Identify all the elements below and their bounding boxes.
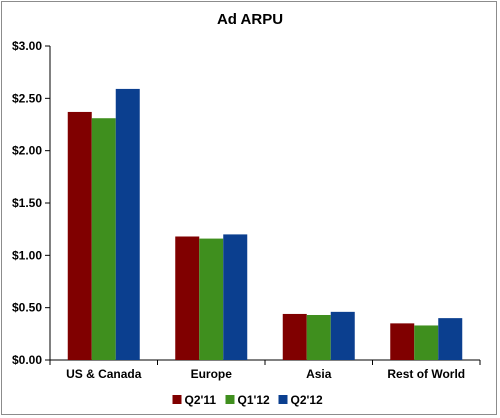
bar xyxy=(282,313,307,360)
y-tick-label: $2.00 xyxy=(12,144,42,158)
bar xyxy=(67,111,92,360)
y-tick-label: $2.50 xyxy=(12,91,42,105)
legend-swatch xyxy=(225,395,235,404)
legend-label: Q1'12 xyxy=(238,393,271,407)
bar xyxy=(115,88,140,360)
bar xyxy=(223,234,248,360)
bar xyxy=(199,238,224,360)
bar xyxy=(390,323,415,360)
legend-label: Q2'12 xyxy=(291,393,324,407)
legend-swatch xyxy=(278,395,288,404)
y-tick-label: $3.00 xyxy=(12,39,42,53)
y-tick-label: $0.50 xyxy=(12,301,42,315)
y-tick-label: $1.50 xyxy=(12,196,42,210)
bar xyxy=(175,236,200,360)
bar xyxy=(91,118,116,360)
legend-label: Q2'11 xyxy=(185,393,217,407)
legend: Q2'11 Q1'12 Q2'12 xyxy=(172,393,324,407)
x-category-labels: US & Canada Europe Asia Rest of World xyxy=(66,367,465,381)
legend-swatch xyxy=(172,395,182,404)
bar xyxy=(330,311,355,360)
y-tick-labels: $0.00 $0.50 $1.00 $1.50 $2.00 $2.50 $3.00 xyxy=(12,39,42,367)
bar xyxy=(306,314,331,360)
bar xyxy=(438,318,463,360)
x-category-label: Europe xyxy=(191,367,233,381)
x-category-label: Rest of World xyxy=(387,367,465,381)
bar xyxy=(414,325,439,360)
bars xyxy=(67,88,463,360)
x-category-label: Asia xyxy=(306,367,332,381)
y-tick-label: $0.00 xyxy=(12,353,42,367)
x-category-label: US & Canada xyxy=(66,367,142,381)
y-tick-label: $1.00 xyxy=(12,248,42,262)
chart-title: Ad ARPU xyxy=(217,11,283,28)
